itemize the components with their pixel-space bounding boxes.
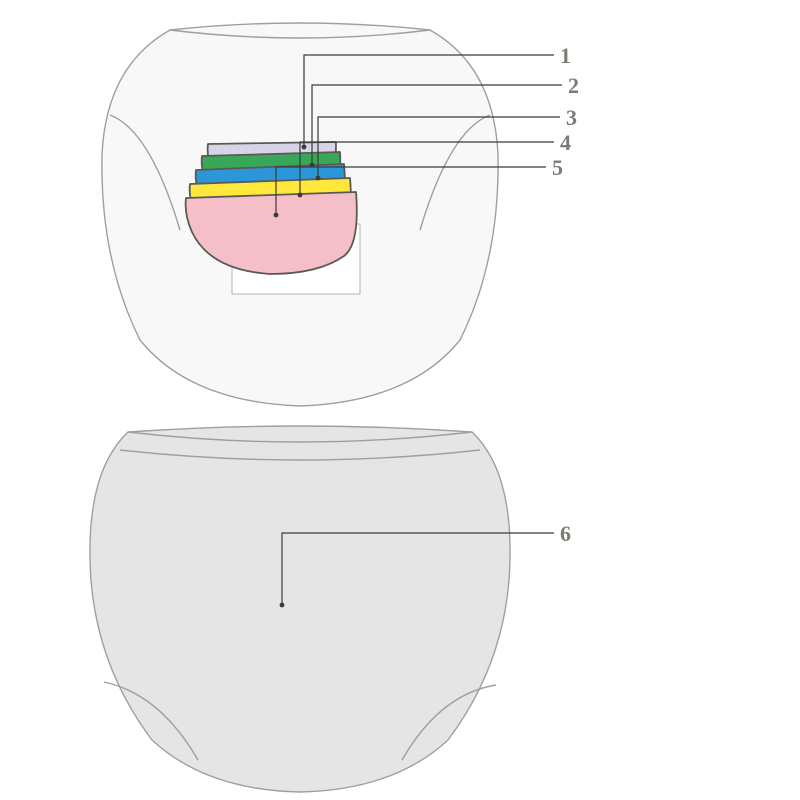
absorbent-layers xyxy=(186,142,357,274)
label-number-3: 3 xyxy=(566,105,577,130)
label-number-1: 1 xyxy=(560,43,571,68)
lower-garment-body xyxy=(90,426,510,792)
label-number-4: 4 xyxy=(560,130,571,155)
label-number-6: 6 xyxy=(560,521,571,546)
lower-garment xyxy=(90,426,510,792)
label-number-5: 5 xyxy=(552,155,563,180)
leader-dot-4 xyxy=(298,193,303,198)
leader-dot-5 xyxy=(274,213,279,218)
label-number-2: 2 xyxy=(568,73,579,98)
layers-diagram: 1 2 345 6 xyxy=(0,0,800,800)
leader-dot-3 xyxy=(316,176,321,181)
leader-dot-1 xyxy=(302,145,307,150)
leader-dot-6 xyxy=(280,603,285,608)
